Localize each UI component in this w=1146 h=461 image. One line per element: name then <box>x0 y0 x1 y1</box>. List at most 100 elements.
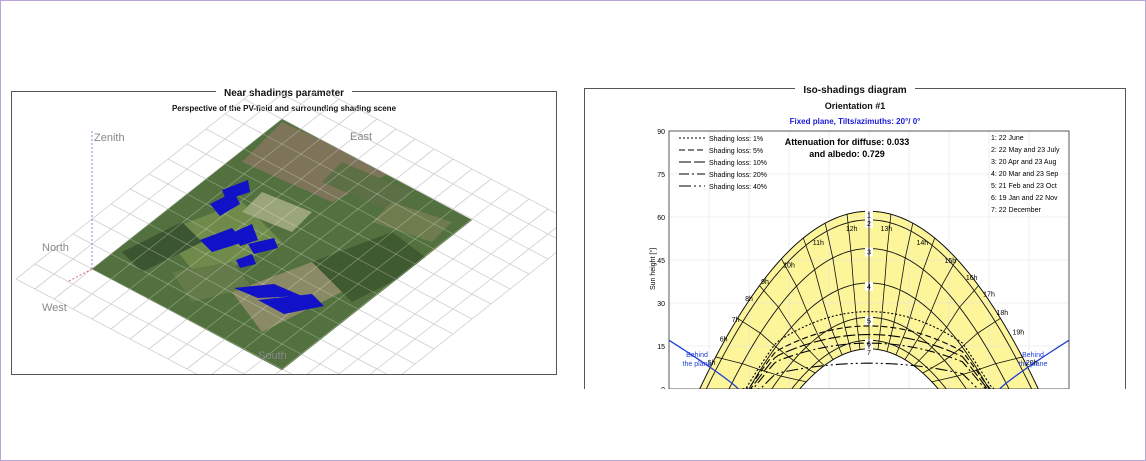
y-tick-label: 90 <box>657 129 665 136</box>
field-grid-line <box>205 178 397 330</box>
west-axis <box>66 268 93 283</box>
field-grid-line <box>281 218 472 370</box>
hour-label: 9h <box>761 279 769 286</box>
grid-line <box>370 227 556 374</box>
behind-plane-left-1: Behind <box>686 352 708 359</box>
behind-plane-right-1: Behind <box>1022 352 1044 359</box>
loss-curve <box>742 342 995 389</box>
field-grid-line <box>262 133 454 235</box>
grid-line <box>34 92 286 290</box>
iso-shadings-title: Iso-shadings diagram <box>795 85 915 96</box>
loss-curve <box>742 311 995 389</box>
near-shadings-panel: Near shadings parameter Perspective of t… <box>11 88 557 375</box>
attenuation-line1: Attenuation for diffuse: 0.033 <box>785 137 910 147</box>
grid-line <box>401 252 556 374</box>
hour-label: 19h <box>1012 329 1024 336</box>
loss-legend-label: Shading loss: 10% <box>709 160 767 167</box>
near-shadings-title: Near shadings parameter <box>215 88 353 99</box>
y-tick-label: 75 <box>657 172 665 179</box>
hour-label: 12h <box>846 226 858 233</box>
hour-line <box>846 214 861 350</box>
sun-path-label-bg <box>865 347 873 357</box>
grid-line <box>306 198 530 374</box>
behind-plane-right-2: the plane <box>1019 361 1048 368</box>
grid-line <box>15 92 254 280</box>
hour-line <box>715 356 807 383</box>
hour-line <box>931 356 1023 383</box>
chart-labels: 5h 6h 7h 8h 9h 10h 11h 12h 13h 14h 15h 16h 17h 18h 19h… <box>708 226 1038 367</box>
field-grid-line <box>224 163 416 265</box>
iso-shadings-panel: Iso-shadings diagram Orientation #1 Fixe… <box>584 85 1126 389</box>
hour-label: 14h <box>916 240 928 247</box>
plot-frame <box>668 130 1070 389</box>
loss-legend-label: Shading loss: 1% <box>709 136 763 143</box>
hour-line <box>781 258 834 360</box>
y-tick-label: 45 <box>657 258 665 265</box>
field-grid-line <box>167 158 359 310</box>
hour-label: 17h <box>983 292 995 299</box>
y-tick-label: 30 <box>657 301 665 308</box>
hour-label: 16h <box>966 275 978 282</box>
date-legend-item: 4: 20 Mar and 23 Sep <box>991 171 1058 178</box>
horizon-right <box>999 339 1070 389</box>
perspective-subtitle: Perspective of the PV-field and surround… <box>171 104 397 113</box>
loss-curve <box>742 362 995 389</box>
hour-label: 7h <box>732 317 740 324</box>
attenuation-line2: and albedo: 0.729 <box>809 149 885 159</box>
hour-label: 20h <box>1026 360 1038 367</box>
date-legend-item: 5: 21 Feb and 23 Oct <box>991 183 1057 190</box>
date-legend-item: 1: 22 June <box>991 135 1024 142</box>
plane-horizon <box>668 339 1070 389</box>
field-grid-line <box>243 148 435 250</box>
plane-label: Fixed plane, Tilts/azimuths: 20°/ 0° <box>789 117 921 126</box>
loss-legend: Shading loss: 1% Shading loss: 5% Shading … <box>679 136 767 191</box>
field-grid-line <box>129 238 321 340</box>
hour-line <box>802 237 843 356</box>
field-grid-line <box>262 208 454 360</box>
hour-label: 15h <box>944 258 956 265</box>
loss-legend-label: Shading loss: 40% <box>709 184 767 191</box>
y-axis-label: Sun height [°] <box>649 248 657 290</box>
hour-label: 18h <box>996 310 1008 317</box>
hour-line <box>877 214 892 350</box>
field-grid-line <box>167 208 359 310</box>
field-grid-line <box>224 188 416 340</box>
y-tick-label: 60 <box>657 215 665 222</box>
east-label: East <box>350 131 372 143</box>
hour-line <box>737 317 816 374</box>
loss-curve <box>742 333 995 389</box>
sun-path-label-7: 7 <box>867 350 871 357</box>
north-label: North <box>42 242 69 254</box>
hour-line <box>913 285 979 366</box>
behind-plane-left-2: the plane <box>683 361 712 368</box>
field-grid-line <box>129 138 321 290</box>
hour-label: 13h <box>880 226 892 233</box>
west-label: West <box>42 302 67 314</box>
horizon-left <box>668 339 739 389</box>
hour-label: 8h <box>745 296 753 303</box>
hour-label: 6h <box>720 336 728 343</box>
field-grid-line <box>92 268 283 370</box>
y-tick-label: 0 <box>661 387 665 389</box>
loss-legend-label: Shading loss: 20% <box>709 172 767 179</box>
y-tick-label: 15 <box>657 344 665 351</box>
hour-line <box>922 317 1001 374</box>
orientation-label: Orientation #1 <box>824 101 886 111</box>
hour-label: 10h <box>783 262 795 269</box>
hour-line <box>759 285 825 366</box>
date-legend-item: 3: 20 Apr and 23 Aug <box>991 159 1056 166</box>
field-grid-line <box>186 168 378 320</box>
shading-loss-curves <box>742 311 995 389</box>
hour-label: 11h <box>813 240 824 247</box>
field-grid-line <box>243 198 435 350</box>
chart-axes: 0153045607590-150-120-90-60-300306090120… <box>657 129 665 389</box>
field-grid-line <box>110 253 302 355</box>
grid-line <box>338 208 549 374</box>
hour-line <box>904 258 957 360</box>
hour-line <box>895 237 936 356</box>
south-label: South <box>258 350 287 362</box>
date-legend-item: 2: 22 May and 23 July <box>991 147 1060 154</box>
loss-curve <box>742 325 995 389</box>
loss-legend-label: Shading loss: 5% <box>709 148 763 155</box>
